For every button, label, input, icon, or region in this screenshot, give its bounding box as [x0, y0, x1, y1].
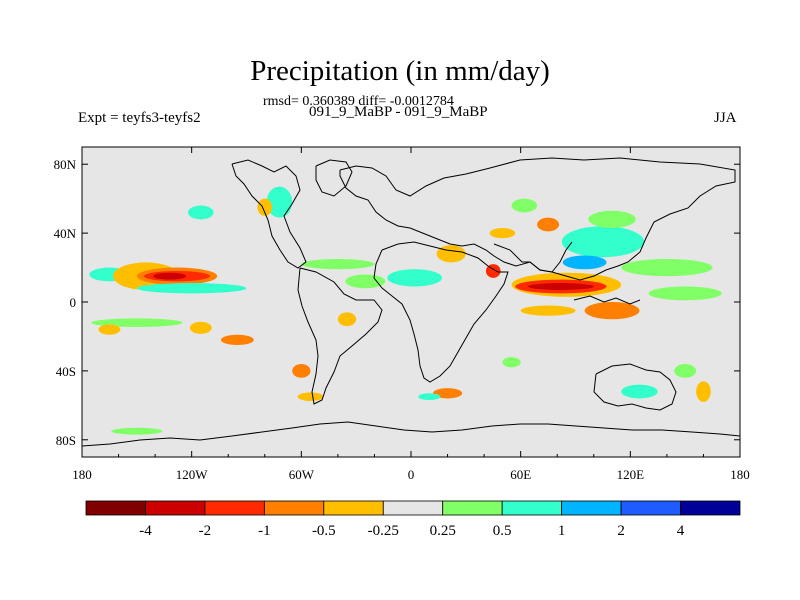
anomaly-region — [562, 255, 607, 270]
anomaly-region — [91, 318, 183, 327]
anomaly-region — [527, 283, 594, 290]
coast-north-america — [231, 159, 307, 269]
colorbar-label: 2 — [617, 523, 625, 539]
anomaly-region — [648, 286, 722, 301]
anomaly-region — [297, 392, 324, 402]
colorbar-swatch — [263, 500, 325, 516]
x-tick-label: 60W — [289, 467, 315, 482]
coast-islands — [573, 295, 641, 305]
anomaly-region — [502, 357, 521, 368]
anomaly-region — [292, 364, 311, 378]
x-axis: 180 120W 60W 0 60E 120E 180 — [72, 147, 750, 482]
anomaly-region — [111, 427, 163, 435]
colorbar-swatch — [382, 500, 444, 516]
colorbar: -4 -2 -1 -0.5 -0.25 0.25 0.5 1 2 4 — [85, 500, 741, 539]
map-fill — [82, 147, 740, 457]
colorbar-swatch — [442, 500, 503, 516]
anomaly-region — [432, 388, 463, 399]
x-tick-label: 120W — [176, 467, 209, 482]
anomaly-region — [387, 269, 443, 287]
experiment-label: Expt = teyfs3-teyfs2 — [78, 110, 201, 126]
anomaly-region — [621, 384, 658, 399]
colorbar-label: 4 — [677, 523, 685, 539]
x-tick-label: 0 — [408, 467, 415, 482]
anomaly-region — [220, 334, 254, 346]
colorbar-label: -1 — [258, 523, 271, 539]
colorbar-swatch — [204, 500, 265, 516]
anomaly-region — [266, 186, 293, 218]
anomaly-region — [520, 305, 576, 316]
colorbar-swatch — [501, 500, 563, 516]
page-title: Precipitation (in mm/day) — [250, 55, 550, 87]
anomaly-region — [621, 258, 713, 277]
colorbar-swatch — [323, 500, 384, 516]
anomaly-region — [537, 217, 560, 232]
x-tick-label: 60E — [510, 467, 531, 482]
colorbar-label: -0.25 — [368, 523, 399, 539]
anomaly-region — [489, 227, 516, 239]
stats-text: rmsd= 0.360389 diff= -0.0012784 — [263, 94, 454, 109]
map-background — [82, 147, 740, 457]
coast-africa — [373, 241, 509, 383]
coast-australia — [593, 363, 677, 411]
colorbar-swatch — [85, 500, 146, 516]
x-tick-label: 180 — [72, 467, 92, 482]
y-tick-label: 80S — [56, 433, 76, 448]
colorbar-label: 0.5 — [493, 523, 512, 539]
coast-south-america — [297, 267, 383, 405]
anomaly-region — [436, 245, 466, 263]
anomaly-region — [696, 381, 711, 402]
y-tick-label: 0 — [70, 295, 77, 310]
colorbar-swatch — [620, 500, 681, 516]
anomaly-region — [188, 205, 214, 220]
x-tick-label: 180 — [730, 467, 750, 482]
anomaly-region — [136, 283, 247, 294]
anomaly-region — [189, 321, 212, 334]
anomaly-region — [485, 264, 501, 278]
anomaly-region — [561, 226, 645, 258]
anomaly-region — [511, 198, 538, 213]
colorbar-swatch — [680, 500, 741, 516]
case-label: 091_9_MaBP - 091_9_MaBP — [309, 104, 488, 120]
anomaly-region — [418, 393, 441, 401]
coast-south-asia — [493, 241, 573, 273]
colorbar-label: 1 — [558, 523, 566, 539]
y-tick-label: 40S — [56, 364, 76, 379]
anomaly-region — [345, 274, 386, 289]
y-tick-label: 80N — [54, 157, 77, 172]
coastlines — [82, 157, 740, 447]
colorbar-label: 0.25 — [430, 523, 456, 539]
y-axis: 80N 40N 0 40S 80S — [54, 157, 740, 448]
colorbar-swatch — [561, 500, 622, 516]
x-tick-label: 120E — [617, 467, 645, 482]
colorbar-label: -0.5 — [312, 523, 336, 539]
coast-greenland — [315, 159, 353, 197]
anomaly-region — [337, 312, 357, 327]
anomaly-region — [588, 210, 636, 228]
colorbar-swatch — [145, 500, 206, 516]
season-label: JJA — [714, 110, 737, 126]
anomaly-region — [301, 258, 375, 270]
anomaly-region — [257, 198, 273, 216]
colorbar-label: -4 — [139, 523, 152, 539]
colorbar-label: -2 — [199, 523, 212, 539]
coast-eurasia — [339, 157, 736, 281]
coast-antarctica — [82, 421, 740, 447]
anomaly-field — [89, 186, 722, 435]
y-tick-label: 40N — [54, 226, 77, 241]
anomaly-region — [584, 302, 640, 320]
anomaly-region — [674, 364, 697, 378]
anomaly-region — [98, 324, 121, 335]
anomaly-region — [153, 272, 187, 280]
